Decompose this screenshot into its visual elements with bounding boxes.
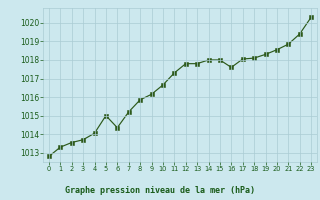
- Text: Graphe pression niveau de la mer (hPa): Graphe pression niveau de la mer (hPa): [65, 186, 255, 195]
